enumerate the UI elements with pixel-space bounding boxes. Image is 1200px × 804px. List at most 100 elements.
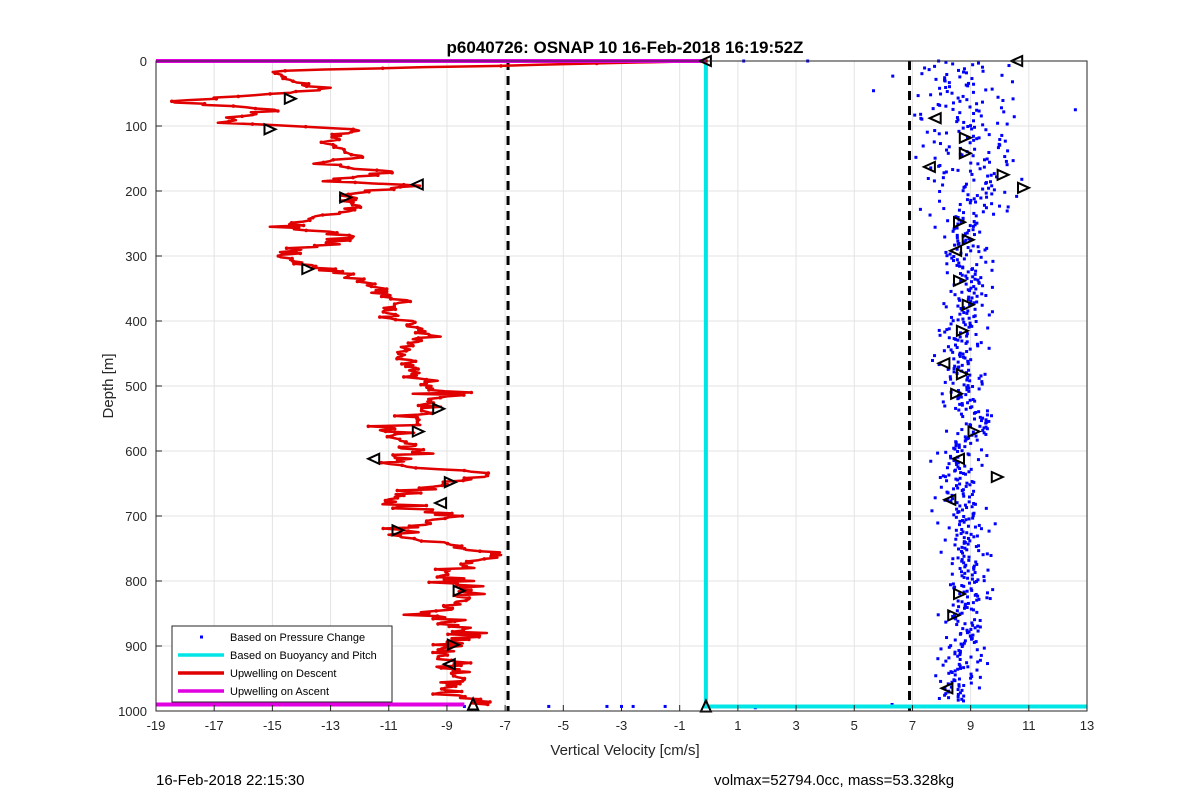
upwelling-descent-point [319,140,324,145]
pressure-change-point [966,193,970,197]
pressure-change-point [992,212,996,216]
pressure-change-point [1006,149,1010,153]
pressure-change-point [981,428,985,432]
pressure-change-point [966,384,970,388]
pressure-change-point [966,298,970,302]
upwelling-descent-point [462,468,467,473]
upwelling-descent-point [253,106,258,111]
pressure-change-point [957,68,961,72]
upwelling-descent-point [421,447,426,452]
pressure-change-point [985,157,989,161]
pressure-change-point [947,526,951,530]
pressure-change-point [972,220,976,224]
upwelling-descent-point [395,488,400,493]
pressure-change-point [949,456,953,460]
pressure-change-point [960,545,964,549]
pressure-change-point [956,461,960,465]
pressure-change-point [959,395,963,399]
pressure-change-point [958,632,962,636]
upwelling-descent-point [467,637,471,642]
pressure-change-point [972,285,976,289]
axis-ticks: -19 -17 -15 -13 -11 -9 -7 -5 -3 -1 1 3 5 7 9 11 13010020… [118,54,1094,733]
pressure-change-point [954,215,958,219]
pressure-change-point [969,358,973,362]
pressure-change-point [939,485,943,489]
pressure-change-point [978,167,982,171]
pressure-change-point [986,568,990,572]
pressure-change-point [1005,163,1009,167]
pressure-change-point [979,276,983,280]
pressure-change-point [961,94,965,98]
upwelling-descent-point [304,228,309,233]
pressure-change-point [974,200,978,204]
pressure-change-point [956,698,960,702]
upwelling-descent-point [425,385,429,390]
pressure-change-point [974,319,978,323]
upwelling-descent-point [170,99,174,104]
upwelling-descent-point [401,182,406,187]
pressure-change-point [966,309,970,313]
pressure-change-point [945,90,949,94]
pressure-change-point [953,469,957,473]
pressure-change-point [972,480,976,484]
pressure-change-point [956,222,960,226]
upwelling-descent-point [402,493,406,498]
upwelling-descent-point [381,310,386,314]
pressure-change-point [961,126,965,130]
triangle-marker [1017,181,1032,195]
pressure-change-point [990,268,994,272]
pressure-change-point [947,145,951,149]
pressure-change-point [957,605,961,609]
legend-label-3: Upwelling on Ascent [230,686,329,698]
upwelling-descent-point [431,692,435,696]
pressure-change-point [944,305,948,309]
upwelling-descent-point [350,236,354,240]
y-axis-label: Depth [m] [100,353,117,418]
pressure-change-point [974,640,978,644]
x-tick-label: 9 [967,718,974,733]
pressure-change-point [956,360,960,364]
pressure-change-point [943,380,947,384]
upwelling-descent-point [416,336,421,340]
pressure-change-point [989,173,993,177]
upwelling-descent-point [455,583,459,587]
pressure-change-point [956,465,960,469]
y-tick-label: 900 [125,639,147,654]
pressure-change-point [952,367,956,371]
pressure-change-point [944,170,948,174]
pressure-change-point [951,381,955,385]
pressure-change-point [958,331,962,335]
pressure-change-point [953,652,957,656]
pressure-change-point [977,549,981,553]
upwelling-descent-point [273,71,277,76]
upwelling-descent-point [346,274,350,279]
pressure-change-point [970,172,974,176]
pressure-change-point [972,564,976,568]
pressure-change-point [991,588,995,592]
pressure-change-point [974,560,978,564]
upwelling-descent-point [353,180,358,185]
x-tick-label: -3 [616,718,628,733]
pressure-change-point [985,596,989,600]
pressure-change-point [962,561,966,565]
pressure-change-point [990,285,994,289]
upwelling-descent-point [408,299,413,304]
x-tick-label: 3 [792,718,799,733]
pressure-change-point [970,505,974,509]
pressure-change-point [984,293,988,297]
pressure-change-point [975,102,979,106]
pressure-change-point [944,450,948,454]
pressure-change-point [954,515,958,519]
pressure-change-point [961,317,965,321]
pressure-change-point [950,562,954,566]
pressure-change-point [954,406,958,410]
pressure-change-point [939,550,943,554]
upwelling-descent-point [435,575,440,579]
pressure-change-point [955,345,959,349]
pressure-change-point [962,185,966,189]
pressure-change-point [975,300,979,304]
upwelling-descent-point [467,596,472,600]
pressure-change-point [976,594,980,598]
pressure-change-point [992,188,996,192]
pressure-change-point [967,386,971,390]
